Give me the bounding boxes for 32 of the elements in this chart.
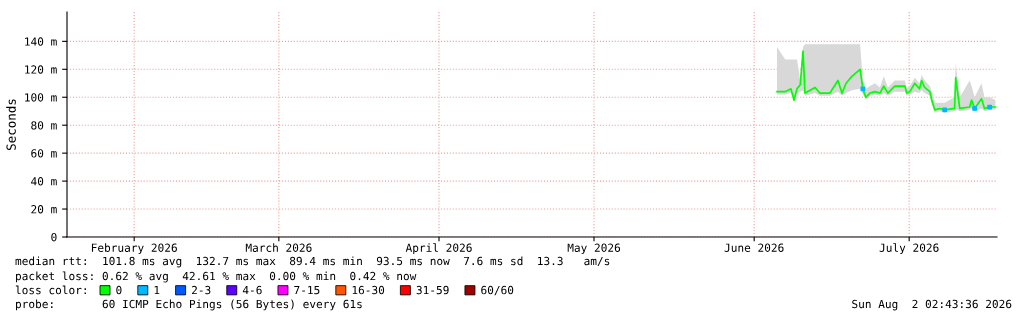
y-tick-label: 60 m <box>31 149 57 158</box>
legend-label: 0 <box>116 285 122 295</box>
y-tick-label: 100 m <box>25 93 57 102</box>
x-tick-label: June 2026 <box>724 243 784 252</box>
legend-label: 60/60 <box>481 285 514 296</box>
legend-label: 4-6 <box>242 285 262 295</box>
text: median rtt: 101.8 ms avg 132.7 ms max 89.4 ms min 93.5 ms now 7.6 ms sd 13.3 am/s <box>15 256 610 268</box>
legend-label: 2-3 <box>191 285 211 295</box>
x-tick-label: May 2026 <box>567 243 621 255</box>
x-tick-label: July 2026 <box>879 243 939 255</box>
point <box>972 106 978 111</box>
y-tick-label: 20 m <box>31 205 57 214</box>
y-tick-label: 0 <box>51 233 57 242</box>
legend-label: 1 <box>154 285 160 295</box>
text: packet loss: 0.62 % avg 42.61 % max 0.00 % min 0.42 % now <box>16 271 417 283</box>
point <box>860 86 866 92</box>
point <box>987 104 993 110</box>
text: probe: 60 ICMP Echo Pings (56 Bytes) every 61s <box>16 299 362 311</box>
x-tick-label: February 2026 <box>91 243 177 255</box>
text: Sun Aug 2 02:43:36 2026 <box>852 299 1012 311</box>
y-axis-title: Seconds <box>6 99 16 150</box>
point <box>942 107 948 113</box>
legend-title: loss color: <box>15 285 86 295</box>
y-tick-label: 40 m <box>31 177 57 186</box>
y-tick-label: 80 m <box>31 121 57 130</box>
y-tick-label: 120 m <box>25 65 57 74</box>
legend-label: 7-15 <box>294 285 320 295</box>
x-tick-label: March 2026 <box>245 243 312 252</box>
legend-label: 31-59 <box>416 285 449 295</box>
y-tick-label: 140 m <box>25 37 57 46</box>
legend-label: 16-30 <box>352 285 385 295</box>
x-tick-label: April 2026 <box>405 243 472 255</box>
